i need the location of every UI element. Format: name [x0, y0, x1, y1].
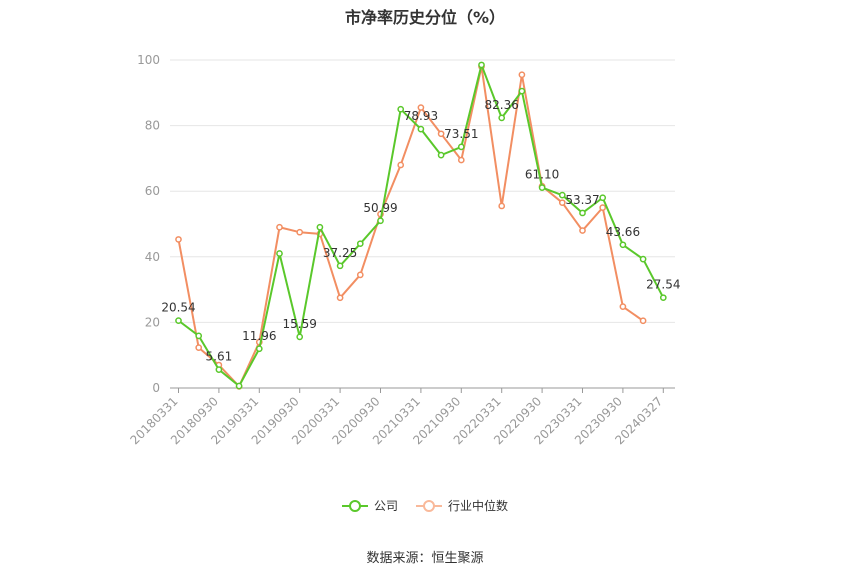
data-point-industry — [639, 317, 647, 325]
data-point-company — [377, 217, 384, 225]
data-point-company — [639, 255, 647, 263]
data-point-company — [417, 125, 425, 133]
data-point-company — [397, 105, 405, 113]
data-label: 73.51 — [444, 127, 478, 141]
data-label: 78.93 — [404, 109, 438, 123]
data-point-company — [356, 240, 364, 248]
data-point-company — [276, 250, 283, 257]
data-point-company — [175, 317, 182, 324]
legend: 公司 行业中位数 — [0, 497, 850, 514]
data-point-industry — [518, 71, 526, 79]
data-point-industry — [457, 156, 465, 164]
data-point-company — [457, 143, 465, 151]
data-label: 53.37 — [565, 193, 599, 207]
y-tick-label: 60 — [145, 184, 160, 198]
data-label: 5.61 — [206, 350, 233, 364]
data-point-company — [498, 114, 506, 122]
data-point-company — [296, 333, 304, 341]
data-label: 27.54 — [646, 278, 680, 292]
data-label: 20.54 — [161, 301, 195, 315]
data-point-industry — [296, 228, 304, 236]
data-label: 15.59 — [283, 317, 317, 331]
data-point-company — [619, 241, 627, 249]
data-point-industry — [276, 223, 283, 231]
data-point-industry — [619, 303, 627, 311]
data-point-industry — [417, 104, 425, 111]
data-point-industry — [599, 204, 607, 211]
legend-item-industry[interactable]: 行业中位数 — [416, 497, 508, 514]
data-point-company — [255, 345, 263, 353]
data-point-company — [518, 87, 526, 95]
data-point-industry — [437, 130, 445, 138]
data-point-industry — [558, 199, 566, 207]
data-point-company — [599, 194, 607, 202]
data-point-industry — [579, 227, 586, 234]
y-tick-label: 0 — [152, 381, 160, 395]
data-point-industry — [356, 271, 364, 279]
data-point-company — [659, 294, 667, 302]
data-point-industry — [336, 294, 344, 302]
series-layer — [175, 61, 667, 390]
data-point-company — [316, 223, 324, 231]
data-label: 82.36 — [485, 98, 519, 112]
data-point-company — [579, 209, 586, 217]
source-note: 数据来源：恒生聚源 — [366, 551, 484, 566]
data-point-industry — [397, 161, 405, 169]
data-point-company — [478, 61, 485, 69]
data-label: 50.99 — [363, 201, 397, 215]
chart-title: 市净率历史分位（%） — [344, 8, 506, 27]
y-tick-label: 100 — [137, 53, 160, 67]
data-label: 37.25 — [323, 246, 357, 260]
data-point-company — [336, 262, 344, 270]
y-tick-label: 40 — [145, 250, 160, 264]
legend-swatch-company — [341, 499, 368, 513]
legend-label-industry: 行业中位数 — [448, 499, 509, 513]
data-point-company — [195, 332, 203, 340]
legend-swatch-industry — [416, 499, 442, 513]
data-label: 11.96 — [242, 329, 276, 343]
data-point-company — [437, 151, 445, 159]
data-label-layer: 20.54 5.61 11.96 15.59 37.25 50.99 78.93 73.51 8… — [161, 98, 680, 364]
data-point-company — [215, 366, 223, 373]
data-point-company — [538, 184, 546, 191]
data-label: 43.66 — [606, 225, 640, 239]
data-point-company — [558, 191, 566, 199]
data-point-company — [235, 382, 243, 390]
y-tick-label: 20 — [145, 315, 160, 329]
data-point-industry — [195, 344, 203, 352]
data-point-industry — [175, 236, 182, 243]
data-label: 61.10 — [525, 168, 559, 182]
legend-label-company: 公司 — [373, 499, 398, 513]
series-line-industry — [177, 65, 644, 388]
data-point-industry — [498, 202, 506, 210]
grid-layer — [170, 59, 675, 323]
y-tick-label: 80 — [145, 119, 160, 133]
legend-item-company[interactable]: 公司 — [341, 497, 398, 514]
